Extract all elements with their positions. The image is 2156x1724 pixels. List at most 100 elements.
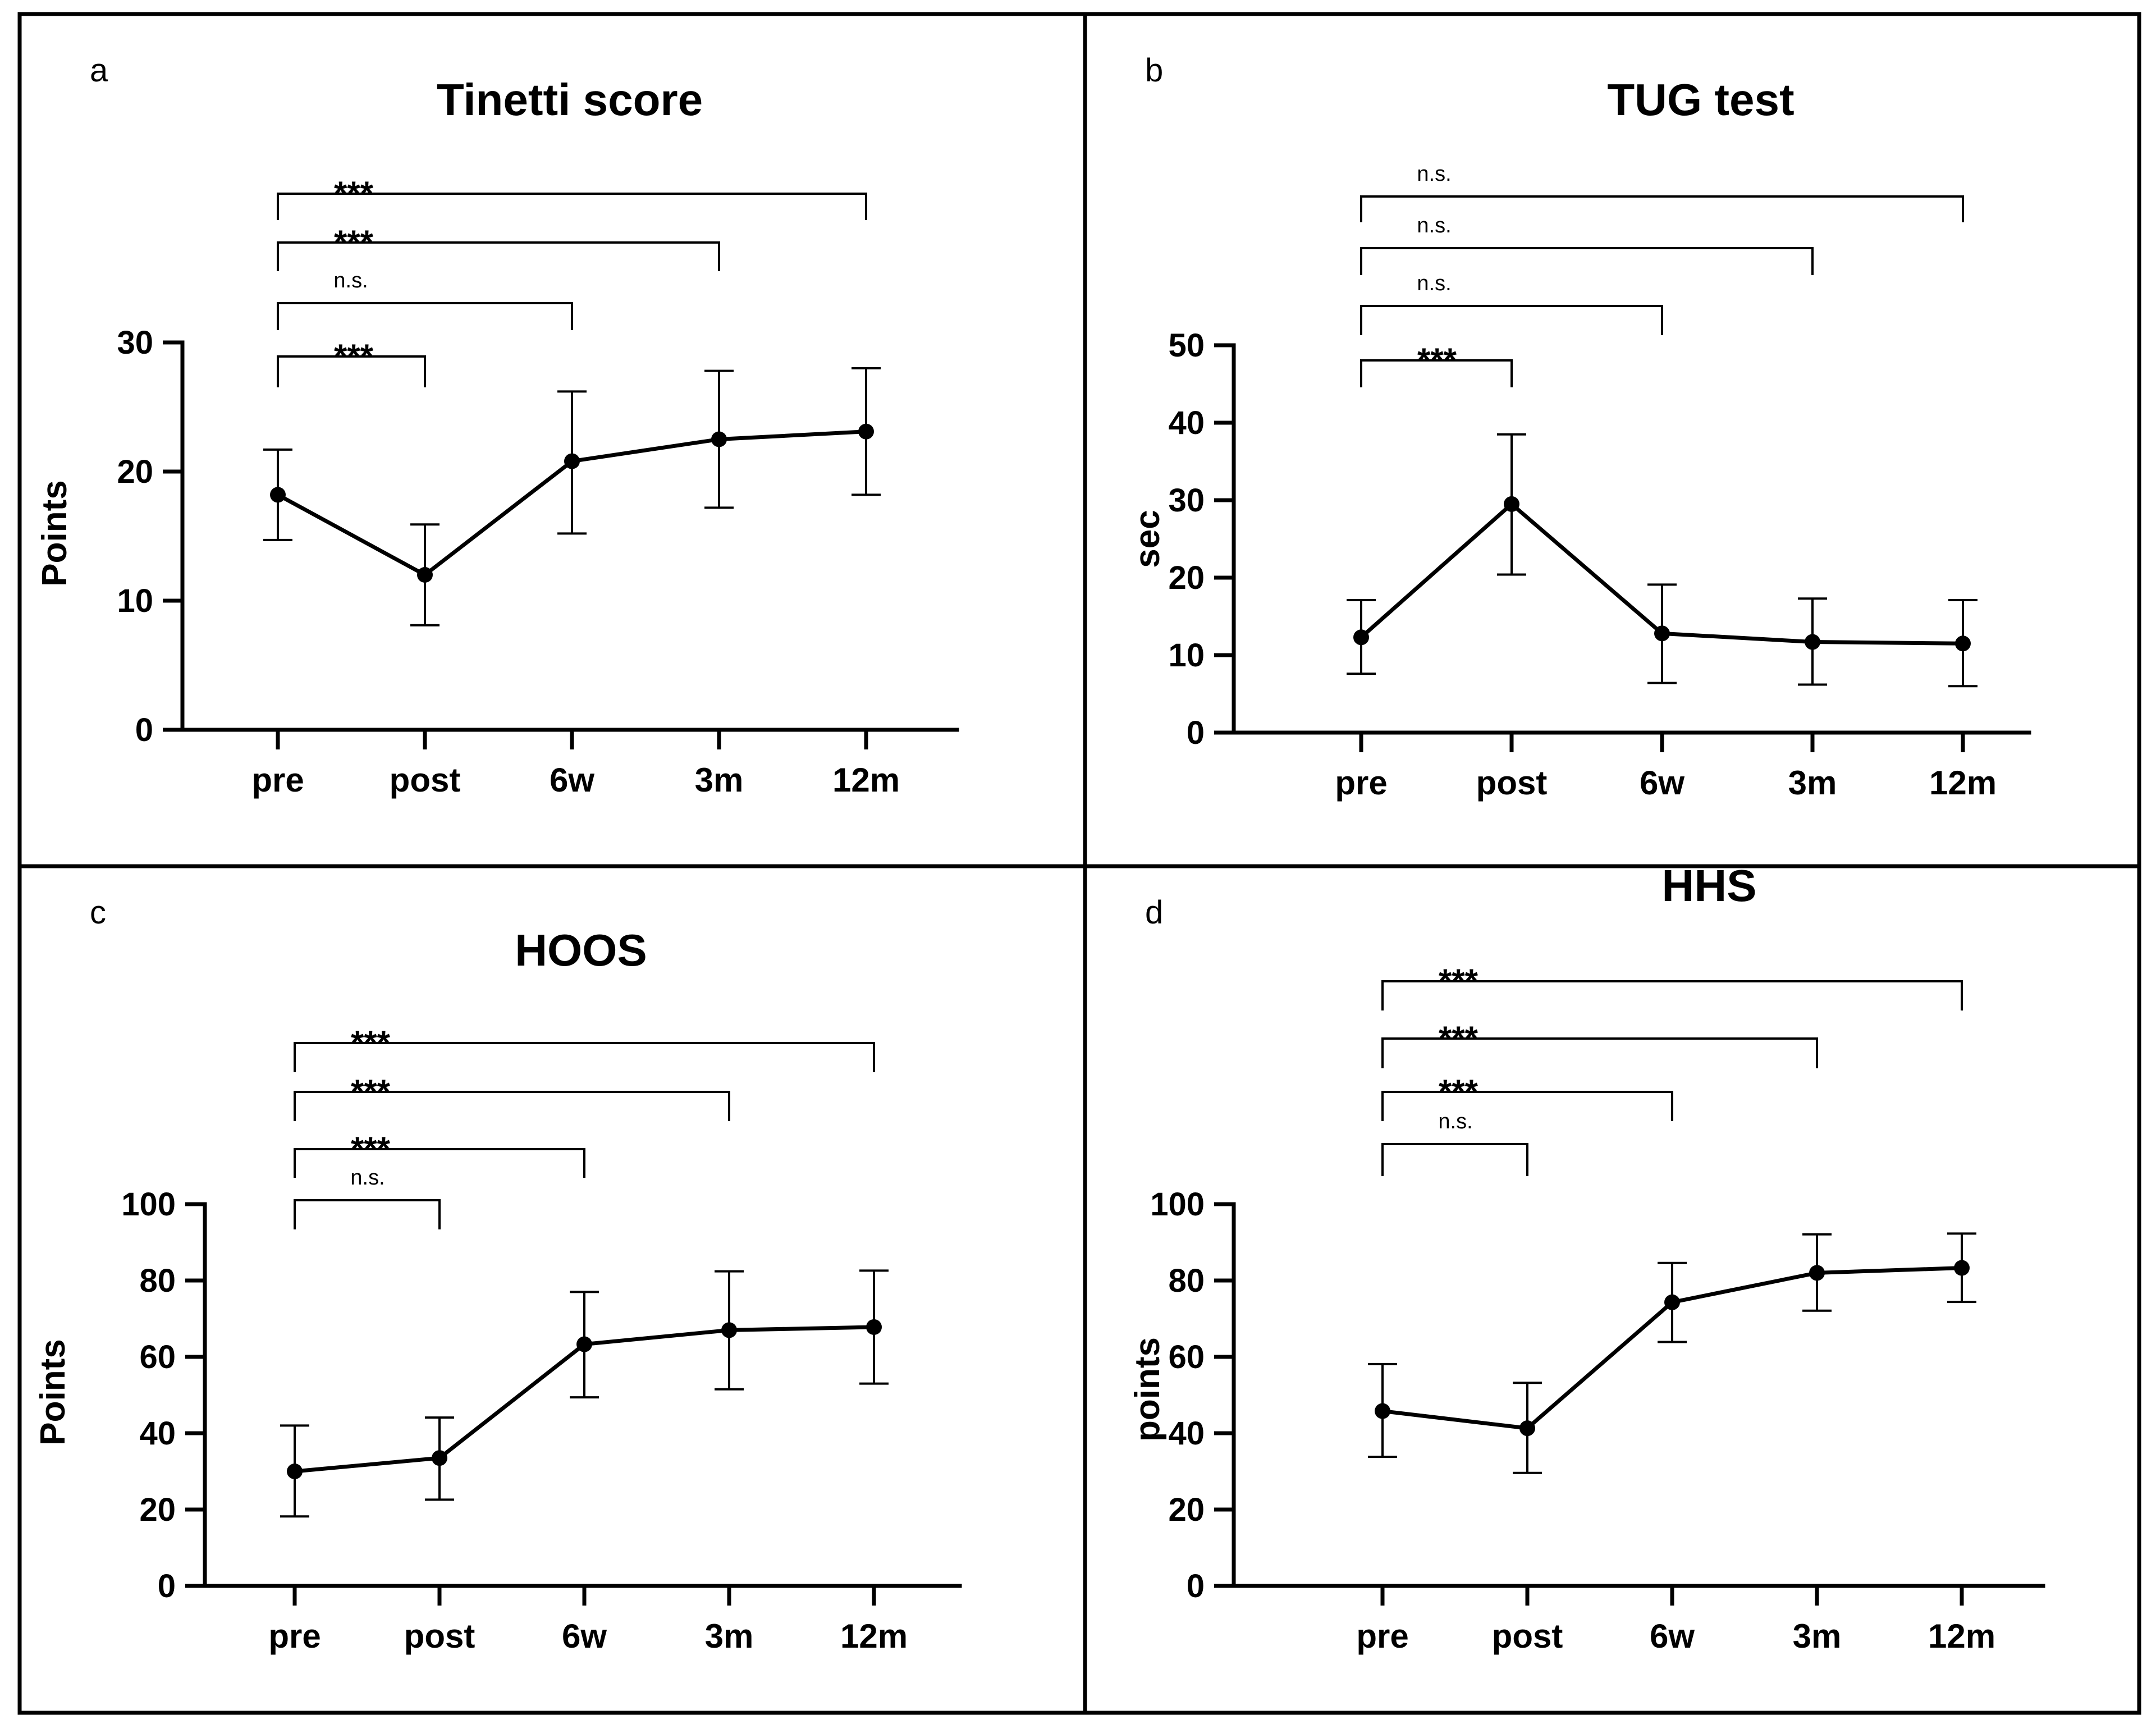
significance-bracket: [1381, 1143, 1528, 1176]
significance-label: n.s.: [1417, 214, 1451, 237]
x-tick-label: pre: [251, 761, 304, 799]
significance-label: ***: [334, 175, 374, 212]
y-tick-label: 100: [1150, 1186, 1205, 1223]
significance-label: ***: [351, 1024, 391, 1062]
data-point: [1954, 1260, 1970, 1276]
y-tick-label: 0: [1187, 1568, 1205, 1604]
panel-a: a Tinetti score Points 0 10 20 30 pre post 6w 3m 12…: [35, 52, 959, 799]
x-tick-label: 12m: [1929, 764, 1997, 802]
significance-label: n.s.: [1417, 162, 1451, 186]
x-tick-label: 6w: [550, 761, 594, 799]
y-axis-label: points: [1128, 1337, 1167, 1442]
y-tick-label: 60: [139, 1339, 176, 1375]
data-point: [576, 1336, 592, 1352]
x-tick-label: 6w: [562, 1617, 607, 1655]
significance-bracket: [1360, 305, 1663, 335]
data-point: [270, 487, 286, 503]
significance-bracket: [277, 302, 573, 330]
data-point: [1809, 1265, 1825, 1281]
y-tick-label: 10: [117, 583, 153, 619]
y-tick-label: 60: [1168, 1339, 1205, 1375]
y-tick-label: 0: [1187, 715, 1205, 751]
significance-bracket: [1381, 980, 1963, 1010]
data-point: [432, 1450, 447, 1466]
x-tick-label: 3m: [1793, 1617, 1842, 1655]
panel-letter: d: [1145, 894, 1163, 931]
x-tick-label: 3m: [695, 761, 744, 799]
significance-bracket: [294, 1042, 875, 1072]
data-point: [1353, 629, 1369, 646]
data-point: [721, 1322, 737, 1338]
y-tick-label: 0: [158, 1568, 176, 1604]
data-point: [711, 431, 727, 447]
x-tick-label: post: [404, 1617, 475, 1655]
data-point: [1955, 635, 1971, 652]
x-tick-label: post: [1492, 1617, 1563, 1655]
panel-letter: a: [90, 52, 108, 89]
x-tick-label: 3m: [705, 1617, 754, 1655]
panel-a-border: [17, 12, 1087, 868]
data-point: [1654, 625, 1670, 642]
y-tick-label: 40: [1168, 1415, 1205, 1452]
x-tick-label: post: [390, 761, 461, 799]
panel-c: c HOOS Points 0 20 40 60 80 100 pre post 6w 3m 12m n.s…: [34, 894, 962, 1655]
y-tick-label: 100: [121, 1186, 176, 1223]
panel-d: d HHS points 0 20 40 60 80 100 pre post 6w 3m 12m n.s.…: [1128, 861, 2045, 1655]
significance-label: ***: [351, 1130, 391, 1168]
chart-title: HOOS: [515, 925, 647, 975]
significance-label: n.s.: [1417, 272, 1451, 295]
panel-b-border: [1083, 12, 2141, 868]
chart-panels: a Tinetti score Points 0 10 20 30 pre post 6w 3m 12…: [34, 52, 2045, 1655]
x-tick-label: 12m: [1928, 1617, 1995, 1655]
significance-bracket: [294, 1199, 441, 1229]
data-point: [287, 1464, 303, 1479]
x-tick-label: pre: [1356, 1617, 1408, 1655]
data-point: [1375, 1403, 1390, 1419]
x-tick-label: 6w: [1650, 1617, 1695, 1655]
y-tick-label: 20: [139, 1492, 176, 1528]
y-tick-label: 20: [1168, 560, 1205, 596]
significance-label: ***: [334, 337, 374, 375]
x-tick-label: pre: [1335, 764, 1387, 802]
panel-d-border: [1083, 864, 2141, 1715]
significance-bracket: [277, 355, 426, 387]
significance-bracket: [1360, 195, 1964, 222]
data-point: [866, 1319, 882, 1335]
y-tick-label: 80: [1168, 1263, 1205, 1299]
x-tick-label: pre: [268, 1617, 321, 1655]
significance-bracket: [277, 193, 867, 220]
significance-label: n.s.: [1438, 1110, 1472, 1133]
data-point: [1805, 634, 1820, 650]
y-tick-label: 80: [139, 1263, 176, 1299]
significance-label: ***: [1417, 341, 1457, 379]
y-tick-label: 30: [1168, 482, 1205, 519]
x-tick-label: 12m: [840, 1617, 908, 1655]
significance-bracket: [277, 241, 720, 271]
significance-label: ***: [351, 1073, 391, 1110]
significance-label: ***: [1439, 962, 1478, 1000]
significance-bracket: [1381, 1037, 1818, 1068]
y-axis-label: Points: [34, 1339, 72, 1445]
panel-letter: c: [90, 894, 106, 931]
y-tick-label: 20: [1168, 1492, 1205, 1528]
significance-bracket: [1381, 1091, 1673, 1121]
x-tick-label: 6w: [1640, 764, 1684, 802]
chart-title: Tinetti score: [437, 75, 703, 125]
significance-label: ***: [1439, 1073, 1478, 1110]
x-tick-label: 3m: [1788, 764, 1837, 802]
significance-label: n.s.: [350, 1166, 384, 1190]
data-point: [1504, 496, 1519, 512]
x-tick-label: 12m: [832, 761, 900, 799]
y-tick-label: 30: [117, 324, 153, 361]
y-tick-label: 10: [1168, 637, 1205, 674]
data-point: [858, 423, 874, 440]
y-tick-label: 20: [117, 454, 153, 490]
chart-title: TUG test: [1607, 75, 1794, 125]
significance-bracket: [294, 1091, 730, 1121]
y-tick-label: 50: [1168, 327, 1205, 364]
significance-label: n.s.: [333, 269, 368, 292]
y-tick-label: 0: [135, 712, 153, 748]
panel-b: b TUG test sec 0 10 20 30 40 50 pre post 6w 3m 12m ***…: [1128, 52, 2031, 802]
significance-bracket: [294, 1148, 585, 1178]
